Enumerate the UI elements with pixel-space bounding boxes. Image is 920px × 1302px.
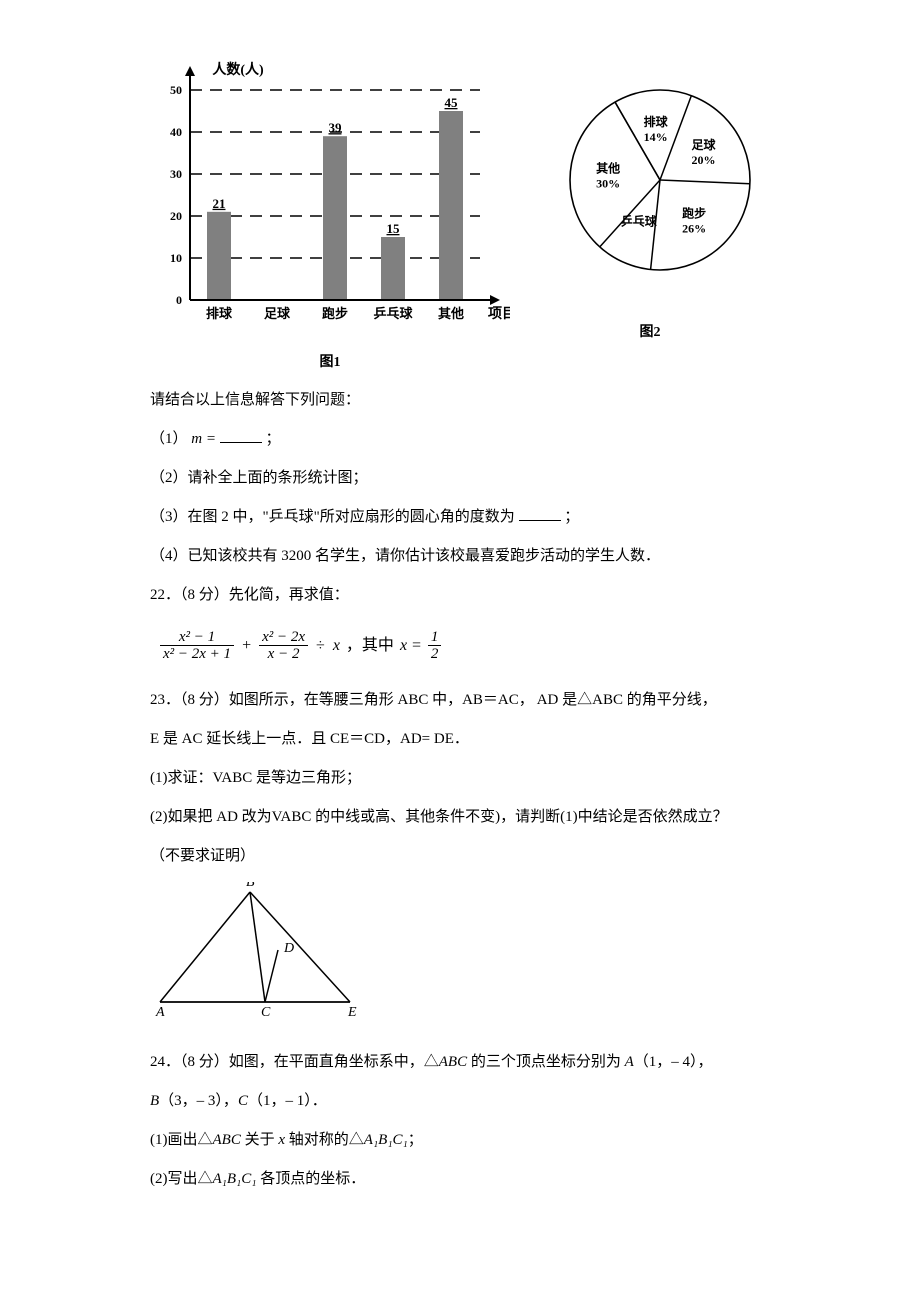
bar-chart: 10 20 30 40 50 0 21 排球 足球 39 跑步 15 乒乓球 45 其他 人数(人) 项目 xyxy=(150,60,510,340)
q24-l2: B（3，– 3），C（1，– 1）． xyxy=(150,1082,770,1121)
svg-text:14%: 14% xyxy=(644,130,668,144)
svg-text:足球: 足球 xyxy=(264,306,291,321)
svg-text:其他: 其他 xyxy=(596,161,620,176)
q21-2: （2）请补全上面的条形统计图； xyxy=(150,459,770,498)
q21-1: （1） m = ； xyxy=(150,420,770,459)
q23-l2: E 是 AC 延长线上一点．且 CE＝CD，AD= DE． xyxy=(150,720,770,759)
svg-text:A: A xyxy=(155,1005,165,1017)
triangle-svg: A B C D E xyxy=(150,882,370,1017)
pie-chart: 排球14% 足球20% 跑步26% 乒乓球 其他30% xyxy=(550,60,770,310)
q23-p2: (2)如果把 AD 改为VABC 的中线或高、其他条件不变)，请判断(1)中结论… xyxy=(150,798,770,837)
frac1: x² − 1 x² − 2x + 1 xyxy=(160,629,234,663)
svg-text:30: 30 xyxy=(170,167,182,181)
svg-text:20%: 20% xyxy=(691,153,715,167)
q21-1-suffix: ； xyxy=(265,431,280,447)
q22-head: 22．（8 分）先化简，再求值： xyxy=(150,576,770,615)
svg-text:50: 50 xyxy=(170,83,182,97)
svg-text:20: 20 xyxy=(170,209,182,223)
svg-text:排球: 排球 xyxy=(206,306,233,321)
q24-p2: (2)写出△A₁B₁C₁ 各顶点的坐标． xyxy=(150,1160,770,1199)
svg-text:人数(人): 人数(人) xyxy=(212,61,264,78)
svg-text:D: D xyxy=(283,941,294,956)
svg-text:26%: 26% xyxy=(682,222,706,236)
svg-text:足球: 足球 xyxy=(691,137,716,152)
q21-3: （3）在图 2 中，"乒乓球"所对应扇形的圆心角的度数为 ； xyxy=(150,498,770,537)
q23-p1: (1)求证：VABC 是等边三角形； xyxy=(150,759,770,798)
svg-text:30%: 30% xyxy=(596,177,620,191)
q21-4: （4）已知该校共有 3200 名学生，请你估计该校最喜爱跑步活动的学生人数． xyxy=(150,537,770,576)
svg-text:10: 10 xyxy=(170,251,182,265)
svg-text:E: E xyxy=(347,1005,357,1017)
q21-1-var: m = xyxy=(191,431,216,447)
q22-math: x² − 1 x² − 2x + 1 + x² − 2x x − 2 ÷ x ，… xyxy=(160,625,770,667)
frac2: x² − 2x x − 2 xyxy=(259,629,308,663)
bar-chart-figure: 10 20 30 40 50 0 21 排球 足球 39 跑步 15 乒乓球 45 其他 人数(人) 项目 图1 xyxy=(150,60,510,371)
svg-text:跑步: 跑步 xyxy=(682,206,706,221)
svg-text:45: 45 xyxy=(445,95,459,110)
svg-text:跑步: 跑步 xyxy=(322,306,348,321)
svg-text:21: 21 xyxy=(213,196,226,211)
q21-3-suffix: ； xyxy=(564,509,579,525)
blank-m xyxy=(220,427,262,443)
frac3: 1 2 xyxy=(428,629,442,663)
q23-l1: 23．（8 分）如图所示，在等腰三角形 ABC 中，AB＝AC， AD 是△AB… xyxy=(150,681,770,720)
pie-chart-figure: 排球14% 足球20% 跑步26% 乒乓球 其他30% 图2 xyxy=(550,60,750,341)
svg-text:其他: 其他 xyxy=(438,306,464,321)
svg-text:乒乓球: 乒乓球 xyxy=(373,306,413,321)
svg-text:乒乓球: 乒乓球 xyxy=(621,214,658,229)
svg-text:B: B xyxy=(246,882,255,890)
svg-text:15: 15 xyxy=(387,221,401,236)
triangle-figure: A B C D E xyxy=(150,882,770,1033)
q21-3-prefix: （3）在图 2 中，"乒乓球"所对应扇形的圆心角的度数为 xyxy=(150,509,515,525)
svg-text:项目: 项目 xyxy=(488,306,510,322)
q21-1-prefix: （1） xyxy=(150,431,188,447)
svg-text:C: C xyxy=(261,1005,271,1017)
q23-p3: （不要求证明） xyxy=(150,837,770,876)
chart1-caption: 图1 xyxy=(150,351,510,371)
q24-l1: 24．（8 分）如图，在平面直角坐标系中，△ABC 的三个顶点坐标分别为 A（1… xyxy=(150,1043,770,1082)
svg-text:排球: 排球 xyxy=(644,114,669,129)
svg-text:39: 39 xyxy=(329,120,343,135)
q-intro: 请结合以上信息解答下列问题： xyxy=(150,381,770,420)
chart2-caption: 图2 xyxy=(550,321,750,341)
q24-p1: (1)画出△ABC 关于 x 轴对称的△A₁B₁C₁； xyxy=(150,1121,770,1160)
svg-text:40: 40 xyxy=(170,125,182,139)
svg-text:0: 0 xyxy=(176,293,182,307)
blank-angle xyxy=(519,505,561,521)
